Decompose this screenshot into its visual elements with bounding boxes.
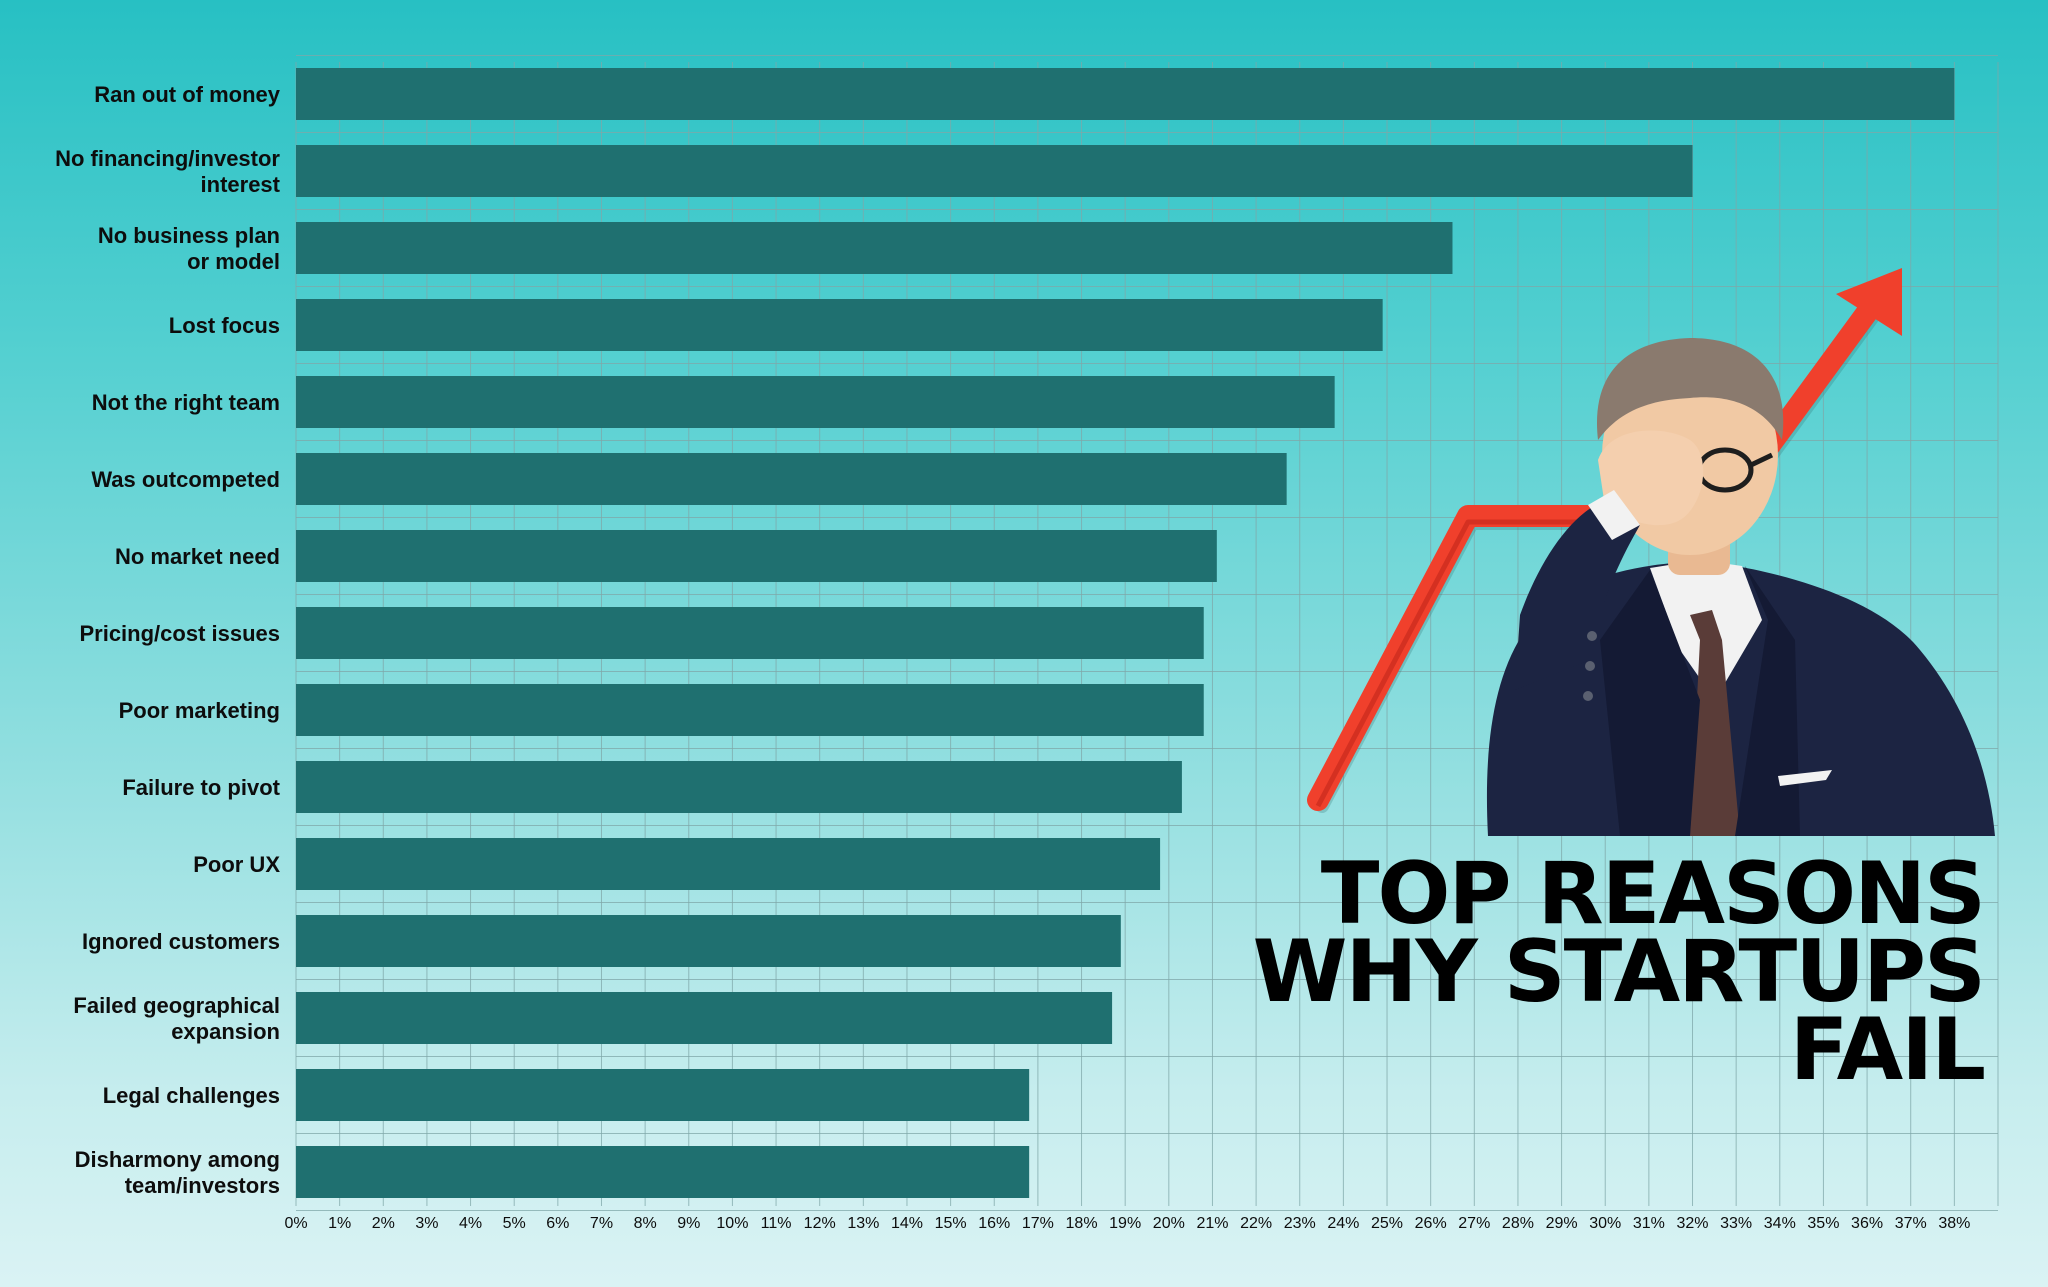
x-tick-label: 3% bbox=[415, 1215, 438, 1232]
category-label-line: Ran out of money bbox=[94, 82, 281, 107]
bar bbox=[296, 299, 1383, 351]
title-line-3: FAIL bbox=[1789, 1000, 1986, 1100]
category-label-line: expansion bbox=[171, 1019, 280, 1044]
x-tick-label: 30% bbox=[1589, 1215, 1621, 1232]
x-tick-label: 14% bbox=[891, 1215, 923, 1232]
category-label: Poor marketing bbox=[119, 698, 280, 723]
x-tick-label: 36% bbox=[1851, 1215, 1883, 1232]
bar bbox=[296, 915, 1121, 967]
category-label-line: Pricing/cost issues bbox=[79, 621, 280, 646]
bar bbox=[296, 761, 1182, 813]
x-tick-label: 16% bbox=[978, 1215, 1010, 1232]
category-label-line: Ignored customers bbox=[82, 929, 280, 954]
category-label: Poor UX bbox=[193, 852, 280, 877]
x-tick-label: 15% bbox=[935, 1215, 967, 1232]
x-tick-label: 27% bbox=[1458, 1215, 1490, 1232]
chart-bars bbox=[296, 68, 1955, 1198]
x-tick-label: 8% bbox=[634, 1215, 657, 1232]
bar bbox=[296, 530, 1217, 582]
x-tick-label: 13% bbox=[847, 1215, 879, 1232]
x-tick-label: 23% bbox=[1284, 1215, 1316, 1232]
x-tick-label: 9% bbox=[677, 1215, 700, 1232]
category-label-line: Poor marketing bbox=[119, 698, 280, 723]
category-label-line: Failure to pivot bbox=[122, 775, 280, 800]
x-tick-label: 10% bbox=[716, 1215, 748, 1232]
bar bbox=[296, 453, 1287, 505]
bar bbox=[296, 607, 1204, 659]
category-label: Lost focus bbox=[169, 313, 280, 338]
x-tick-label: 29% bbox=[1546, 1215, 1578, 1232]
x-tick-label: 1% bbox=[328, 1215, 351, 1232]
x-tick-label: 18% bbox=[1066, 1215, 1098, 1232]
bar bbox=[296, 684, 1204, 736]
x-tick-label: 5% bbox=[503, 1215, 526, 1232]
category-label-line: or model bbox=[187, 249, 280, 274]
x-tick-label: 0% bbox=[284, 1215, 307, 1232]
x-tick-label: 17% bbox=[1022, 1215, 1054, 1232]
bar bbox=[296, 838, 1161, 890]
x-tick-label: 33% bbox=[1720, 1215, 1752, 1232]
category-label-line: interest bbox=[201, 172, 281, 197]
category-label: Ignored customers bbox=[82, 929, 280, 954]
x-tick-label: 19% bbox=[1109, 1215, 1141, 1232]
x-tick-label: 32% bbox=[1676, 1215, 1708, 1232]
category-label-line: Poor UX bbox=[193, 852, 280, 877]
category-label-line: Failed geographical bbox=[73, 993, 280, 1018]
x-tick-label: 11% bbox=[761, 1215, 792, 1232]
bar bbox=[296, 1069, 1030, 1121]
facepalm-illustration bbox=[1307, 268, 1995, 836]
x-tick-label: 24% bbox=[1327, 1215, 1359, 1232]
title-line-1: TOP REASONS bbox=[1320, 844, 1986, 944]
x-tick-label: 35% bbox=[1807, 1215, 1839, 1232]
x-tick-label: 22% bbox=[1240, 1215, 1272, 1232]
bar bbox=[296, 68, 1955, 120]
category-label: Was outcompeted bbox=[91, 467, 280, 492]
x-tick-label: 20% bbox=[1153, 1215, 1185, 1232]
category-label-line: Lost focus bbox=[169, 313, 280, 338]
page-title: TOP REASONS WHY STARTUPS FAIL bbox=[1224, 844, 1986, 1100]
x-tick-label: 34% bbox=[1764, 1215, 1796, 1232]
bar bbox=[296, 992, 1113, 1044]
category-label: Failed geographical expansion bbox=[73, 993, 280, 1044]
category-label: No market need bbox=[115, 544, 280, 569]
businessman-facepalm-icon bbox=[1486, 338, 1995, 836]
x-tick-label: 12% bbox=[804, 1215, 836, 1232]
x-tick-label: 26% bbox=[1415, 1215, 1447, 1232]
category-label-line: No financing/investor bbox=[55, 146, 280, 171]
category-label-line: No business plan bbox=[98, 223, 280, 248]
category-label: No financing/investor interest bbox=[55, 146, 281, 197]
category-label-line: Was outcompeted bbox=[91, 467, 280, 492]
x-tick-label: 4% bbox=[459, 1215, 482, 1232]
category-label-line: Not the right team bbox=[92, 390, 280, 415]
x-tick-label: 7% bbox=[590, 1215, 613, 1232]
category-label: No business plan or model bbox=[98, 223, 280, 274]
category-labels: Ran out of money No financing/investor int… bbox=[55, 82, 281, 1198]
bar bbox=[296, 376, 1335, 428]
category-label: Disharmony among team/investors bbox=[75, 1147, 280, 1198]
x-tick-label: 38% bbox=[1938, 1215, 1970, 1232]
x-tick-label: 37% bbox=[1895, 1215, 1927, 1232]
category-label-line: No market need bbox=[115, 544, 280, 569]
x-tick-label: 28% bbox=[1502, 1215, 1534, 1232]
category-label-line: Disharmony among bbox=[75, 1147, 280, 1172]
x-tick-label: 31% bbox=[1633, 1215, 1665, 1232]
category-label: Not the right team bbox=[92, 390, 280, 415]
x-axis-tick-labels: 0% 1% 2% 3% 4% 5% 6% 7% 8% 9% 10% 11% 12% 13% 14% 15% 16… bbox=[284, 1215, 1970, 1232]
title-line-2: WHY STARTUPS bbox=[1252, 922, 1986, 1022]
x-tick-label: 2% bbox=[372, 1215, 395, 1232]
bar bbox=[296, 222, 1453, 274]
category-label: Pricing/cost issues bbox=[79, 621, 280, 646]
x-tick-label: 25% bbox=[1371, 1215, 1403, 1232]
bar bbox=[296, 145, 1693, 197]
x-tick-label: 21% bbox=[1196, 1215, 1228, 1232]
category-label: Failure to pivot bbox=[122, 775, 280, 800]
category-label: Ran out of money bbox=[94, 82, 281, 107]
category-label-line: team/investors bbox=[125, 1173, 280, 1198]
category-label-line: Legal challenges bbox=[103, 1083, 280, 1108]
bar bbox=[296, 1146, 1030, 1198]
category-label: Legal challenges bbox=[103, 1083, 280, 1108]
x-tick-label: 6% bbox=[546, 1215, 569, 1232]
